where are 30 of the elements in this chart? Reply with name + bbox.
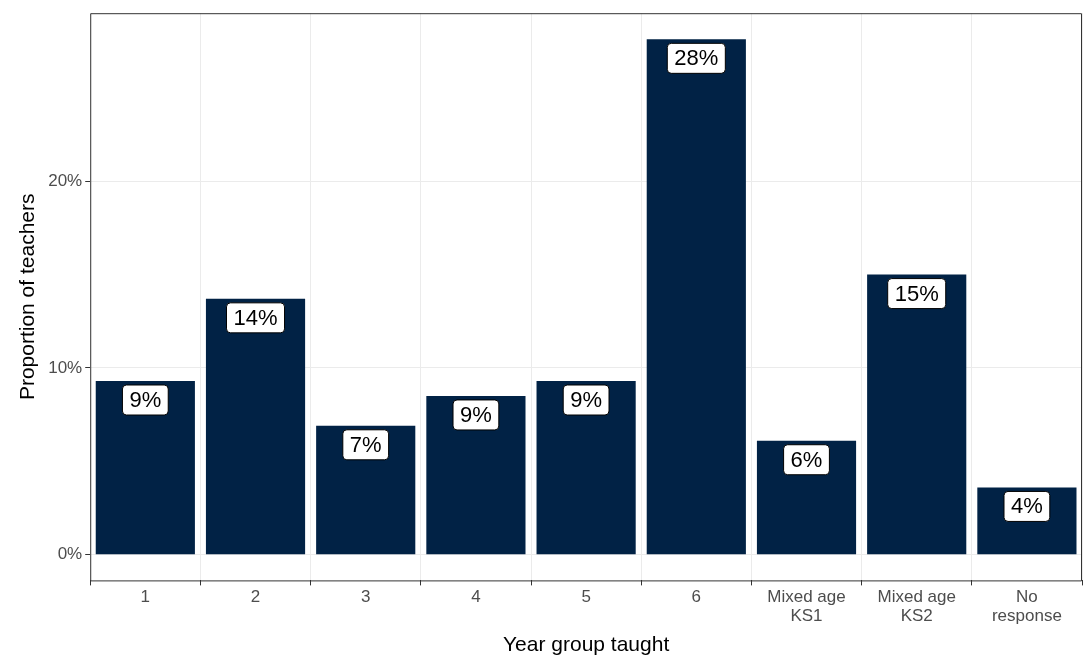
data-label: 14% (233, 304, 278, 330)
bar (205, 298, 306, 555)
x-tick-label: 2 (250, 587, 261, 607)
bar (426, 395, 526, 555)
data-label: 9% (129, 387, 162, 413)
x-tick-label: 3 (360, 587, 371, 607)
y-tick-label: 20% (48, 170, 83, 190)
bar (95, 381, 195, 555)
bar (316, 425, 416, 555)
x-axis-title: Year group taught (503, 632, 670, 656)
data-label: 28% (674, 45, 719, 71)
data-label: 4% (1011, 493, 1043, 519)
data-label: 7% (349, 431, 382, 457)
x-tick-label: 1 (140, 587, 151, 607)
y-axis-title: Proportion of teachers (15, 193, 39, 401)
y-tick-label: 10% (48, 357, 83, 377)
data-label: 9% (570, 387, 603, 413)
x-tick-label: 5 (581, 587, 591, 607)
bar (536, 381, 636, 555)
bar (867, 274, 967, 555)
x-tick-label: Mixed age KS2 (877, 587, 956, 626)
data-label: 9% (460, 402, 492, 427)
x-tick-label: No response (991, 587, 1062, 626)
x-tick-label: 6 (691, 587, 702, 607)
data-label: 15% (894, 280, 939, 306)
x-tick-label: Mixed age KS1 (767, 587, 846, 626)
data-label: 6% (790, 446, 823, 472)
y-tick-label: 0% (57, 544, 83, 564)
bar (646, 39, 746, 555)
x-tick-label: 4 (471, 587, 481, 607)
